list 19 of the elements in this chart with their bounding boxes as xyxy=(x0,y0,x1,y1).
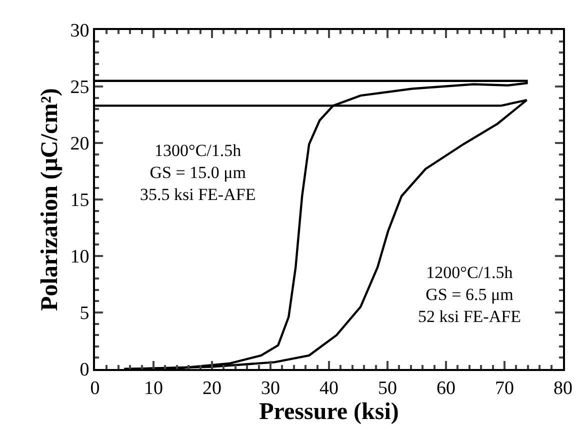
y-tick-label: 15 xyxy=(70,190,90,212)
y-tick-label: 0 xyxy=(80,360,90,381)
x-tick-label: 60 xyxy=(436,378,456,399)
x-tick-label: 50 xyxy=(378,378,397,399)
x-tick-label: 80 xyxy=(554,378,572,399)
y-tick-label: 30 xyxy=(70,20,90,42)
y-tick-label: 25 xyxy=(70,77,90,98)
x-axis-title: Pressure (ksi) xyxy=(259,398,399,425)
y-tick-label: 5 xyxy=(80,303,90,324)
y-tick-label: 10 xyxy=(70,246,90,268)
x-tick-label: 40 xyxy=(320,378,338,399)
annotation: 1200°C/1.5h GS = 6.5 μm 52 ksi FE-AFE xyxy=(418,263,521,326)
x-tick-label: 20 xyxy=(202,378,222,399)
x-tick-label: 10 xyxy=(144,378,163,399)
y-tick-label: 20 xyxy=(70,134,90,155)
x-tick-label: 30 xyxy=(261,378,280,399)
x-tick-label: 70 xyxy=(495,378,514,399)
y-axis-title: Polarization (μC/cm²) xyxy=(36,88,63,311)
annotation: 1300°C/1.5h GS = 15.0 μm 35.5 ksi FE-AFE xyxy=(140,141,256,204)
